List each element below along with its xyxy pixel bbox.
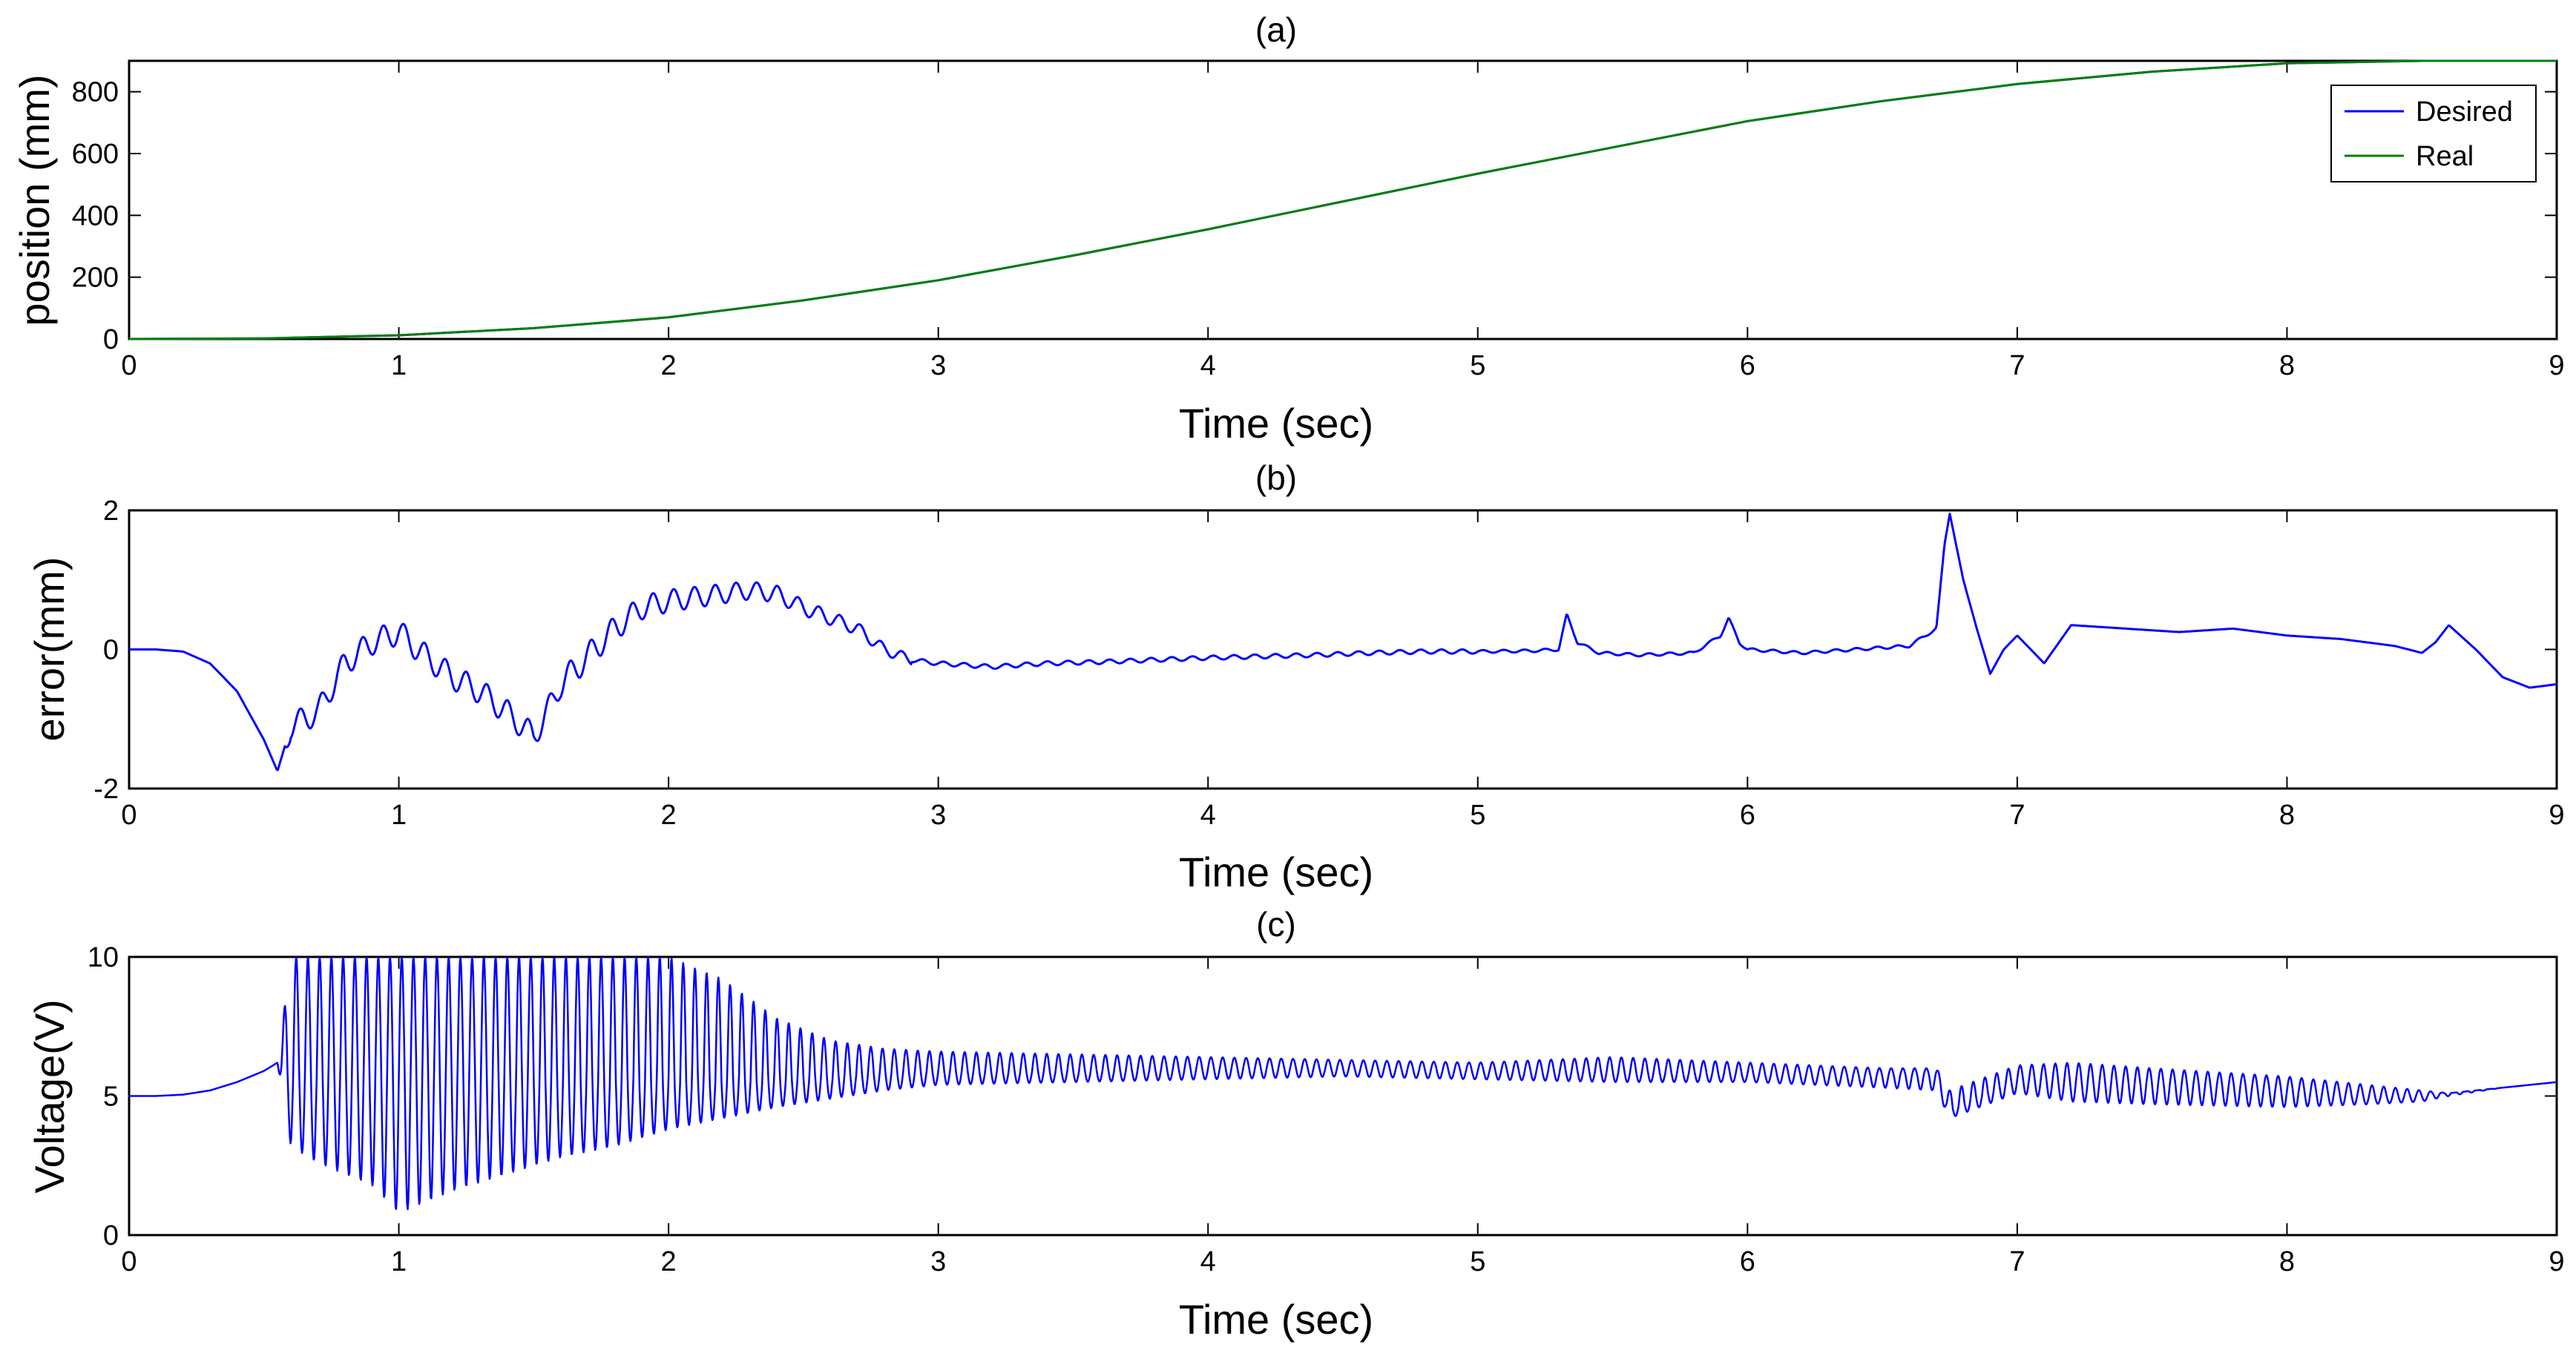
panel-a-xtick-label: 0 — [121, 350, 137, 381]
legend: Desired Real — [2330, 85, 2537, 182]
panel-a-ylabel: position (mm) — [11, 74, 58, 326]
panel-b-ytick-label: 0 — [103, 635, 119, 666]
panel-c-xtick-label: 0 — [121, 1246, 137, 1277]
panel-c-ytick-label: 0 — [103, 1220, 119, 1251]
panel-c-xtick-label: 8 — [2279, 1246, 2295, 1277]
panel-a-ytick-label: 0 — [103, 324, 119, 355]
panel-b-ylabel: error(mm) — [26, 557, 73, 742]
panel-b-title: (b) — [1255, 458, 1297, 497]
panel-a-xtick-label: 3 — [930, 350, 946, 381]
legend-box — [2330, 85, 2537, 182]
panel-c-series-voltage — [129, 957, 2557, 1211]
panel-b-xtick-label: 3 — [930, 800, 946, 831]
panel-b-xtick-label: 0 — [121, 800, 137, 831]
panel-b-xtick-label: 4 — [1200, 800, 1216, 831]
panel-c: (c) 0 1 2 3 4 5 6 7 8 9 0 5 10 Time (sec) Voltage(V) — [26, 905, 2565, 1343]
panel-c-title: (c) — [1256, 905, 1296, 944]
panel-b-xtick-label: 5 — [1470, 800, 1485, 831]
panel-c-xtick-label: 6 — [1740, 1246, 1755, 1277]
panel-b-xtick-label: 6 — [1740, 800, 1755, 831]
panel-a-title: (a) — [1255, 10, 1297, 49]
panel-a-ytick-label: 400 — [72, 200, 119, 231]
panel-c-xtick-label: 1 — [391, 1246, 407, 1277]
panel-a-xtick-label: 2 — [661, 350, 677, 381]
panel-c-xtick-label: 5 — [1470, 1246, 1485, 1277]
panel-b-ytick-label: -2 — [93, 774, 119, 805]
panel-b-xtick-label: 2 — [661, 800, 677, 831]
panel-a-xtick-label: 1 — [391, 350, 407, 381]
panel-a-xtick-label: 9 — [2549, 350, 2564, 381]
panel-a-xtick-label: 8 — [2279, 350, 2295, 381]
panel-a-ytick-label: 600 — [72, 139, 119, 170]
panel-a-axes-box — [128, 59, 2558, 340]
panel-a-xtick-label: 7 — [2009, 350, 2025, 381]
panel-c-xtick-label: 9 — [2549, 1246, 2564, 1277]
panel-c-xtick-label: 7 — [2009, 1246, 2025, 1277]
panel-b: (b) 0 1 2 3 4 5 6 7 8 9-202 Time (sec) error(mm) — [26, 458, 2565, 895]
panel-c-ylabel: Voltage(V) — [26, 999, 73, 1194]
panel-a: (a) 0 1 2 3 4 5 6 7 8 9 0 200 400 600 800 Time (sec) p… — [11, 10, 2565, 447]
panel-b-xtick-label: 1 — [391, 800, 407, 831]
panel-b-xtick-label: 8 — [2279, 800, 2295, 831]
panel-c-ticks: 0 1 2 3 4 5 6 7 8 9 0 5 10 — [88, 942, 2565, 1277]
panel-a-ytick-label: 200 — [72, 263, 119, 294]
panel-b-xtick-label: 7 — [2009, 800, 2025, 831]
panel-c-ytick-label: 5 — [103, 1082, 119, 1113]
panel-c-xlabel: Time (sec) — [1179, 1296, 1373, 1343]
panel-a-xlabel: Time (sec) — [1179, 400, 1373, 447]
panel-a-ytick-label: 800 — [72, 77, 119, 108]
panel-a-xtick-label: 5 — [1470, 350, 1485, 381]
legend-label-desired: Desired — [2416, 96, 2513, 128]
panel-c-xtick-label: 3 — [930, 1246, 946, 1277]
legend-label-real: Real — [2416, 141, 2474, 172]
panel-c-xtick-label: 2 — [661, 1246, 677, 1277]
panel-b-ticks: 0 1 2 3 4 5 6 7 8 9-202 — [93, 496, 2564, 831]
panel-b-xtick-label: 9 — [2549, 800, 2564, 831]
panel-a-xtick-label: 4 — [1200, 350, 1216, 381]
panel-a-xtick-label: 6 — [1740, 350, 1755, 381]
panel-b-ytick-label: 2 — [103, 496, 119, 527]
panel-a-ticks: 0 1 2 3 4 5 6 7 8 9 0 200 400 600 800 — [72, 61, 2565, 381]
panel-b-series-error — [128, 513, 2557, 771]
panel-a-series-real — [128, 59, 2557, 340]
panel-b-xlabel: Time (sec) — [1179, 849, 1373, 895]
panel-c-xtick-label: 4 — [1200, 1246, 1216, 1277]
panel-c-ytick-label: 10 — [88, 942, 119, 973]
